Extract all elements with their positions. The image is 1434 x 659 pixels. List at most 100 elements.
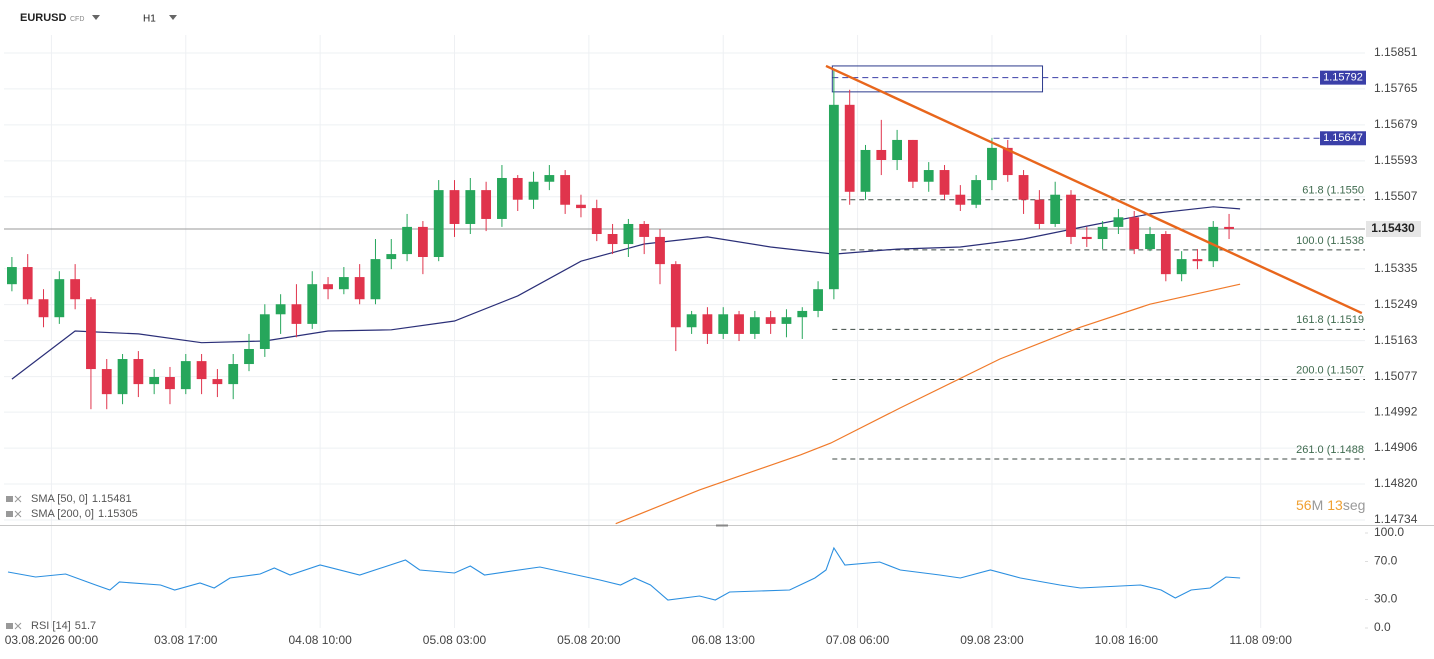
candle-body (813, 289, 823, 311)
x-tick-label: 11.08 09:00 (1229, 633, 1292, 647)
candle-body (639, 223, 650, 237)
instrument-type: CFD (70, 16, 84, 23)
y-tick-label: 1.14734 (1374, 512, 1418, 526)
candle-body (481, 190, 492, 219)
candle-body (655, 236, 665, 265)
candle-body (1050, 194, 1061, 224)
candle-body (892, 139, 903, 161)
rsi-tick-label: 30.0 (1374, 592, 1398, 606)
candle-body (939, 170, 950, 195)
x-tick-label: 09.08 23:00 (960, 633, 1024, 647)
candle-body (323, 284, 333, 290)
y-tick-label: 1.15851 (1374, 45, 1418, 59)
candle-body (497, 177, 507, 219)
symbol-dropdown[interactable] (92, 15, 100, 20)
countdown-unit: M (1312, 497, 1324, 513)
candle-body (402, 226, 412, 255)
candle-body (417, 226, 428, 258)
y-tick-label: 1.15249 (1374, 297, 1418, 311)
candle-body (718, 314, 729, 334)
y-tick-label: 1.15077 (1374, 369, 1418, 383)
candle-body (797, 310, 808, 318)
x-tick-label: 10.08 16:00 (1095, 633, 1159, 647)
timeframe-dropdown[interactable] (169, 15, 177, 20)
candle-body (1224, 226, 1234, 229)
candle-body (7, 267, 17, 285)
rsi-line (7, 546, 1241, 601)
fib-level-label: 200.0 (1.1507 (1296, 364, 1364, 376)
candle-body (307, 284, 318, 324)
candle-body (1145, 234, 1155, 250)
candle-body (196, 361, 207, 380)
legend-name: SMA [50, 0] (31, 493, 88, 505)
candle-body (528, 181, 539, 200)
candle-body (370, 259, 381, 300)
last-price-tag (1366, 220, 1421, 237)
y-tick-label: 1.14992 (1374, 404, 1418, 418)
y-tick-label: 1.15335 (1374, 261, 1418, 275)
candle-body (275, 304, 286, 315)
x-tick-label: 04.08 10:00 (288, 633, 352, 647)
candle-body (338, 277, 349, 290)
candle-body (1129, 217, 1140, 250)
legend-toggle[interactable] (6, 623, 13, 629)
candle-body (228, 364, 239, 385)
rsi-panel (7, 532, 1368, 629)
candle-body (1192, 259, 1203, 262)
candle-body (876, 149, 887, 161)
candle-body (828, 104, 839, 290)
fib-level-label: 100.0 (1.1538 (1296, 235, 1364, 247)
legend-toggle[interactable] (6, 496, 13, 502)
drawn-rectangle (831, 65, 1044, 93)
symbol[interactable]: EURUSD (20, 12, 67, 24)
y-tick-label: 1.15507 (1374, 189, 1418, 203)
y-tick-label: 1.15679 (1374, 117, 1418, 131)
timeframe[interactable]: H1 (143, 14, 156, 25)
candle-body (449, 190, 460, 224)
countdown-unit: seg (1343, 497, 1366, 513)
candle-body (512, 177, 523, 200)
candle-countdown: 56M 13seg (1296, 497, 1365, 513)
legend-remove[interactable] (14, 495, 22, 503)
y-tick-label: 1.15765 (1374, 81, 1418, 95)
candle-body (212, 379, 223, 385)
candle-body (686, 314, 697, 328)
candle-body (259, 314, 270, 349)
countdown-minutes: 56 (1296, 497, 1312, 513)
candle-body (1097, 226, 1108, 240)
trendline (825, 64, 1363, 315)
candle-body (908, 139, 918, 182)
rsi-tick-label: 0.0 (1374, 620, 1391, 634)
legend-icons (6, 495, 22, 630)
legend-remove[interactable] (14, 622, 22, 630)
candle-body (133, 359, 144, 385)
candle-body (244, 348, 254, 365)
candle-body (1113, 217, 1124, 227)
x-tick-label: 05.08 20:00 (557, 633, 621, 647)
legend-remove[interactable] (14, 510, 22, 518)
y-tick-label: 1.15163 (1374, 333, 1418, 347)
candle-body (54, 279, 65, 318)
fib-level-label: 61.8 (1.1550 (1302, 185, 1364, 197)
legend-toggle[interactable] (6, 511, 13, 517)
fib-level-label: 261.0 (1.1488 (1296, 444, 1364, 456)
y-tick-label: 1.14820 (1374, 476, 1418, 490)
y-tick-label: 1.14906 (1374, 440, 1418, 454)
candle-body (386, 254, 397, 260)
sma-line (615, 283, 1241, 525)
x-tick-label: 03.08.2026 00:00 (5, 633, 99, 647)
fib-level-label: 161.8 (1.1519 (1296, 314, 1364, 326)
candle-body (544, 175, 555, 182)
candle-body (433, 190, 444, 258)
rsi-tick-label: 100.0 (1374, 525, 1404, 539)
candle-body (101, 369, 112, 395)
candle-body (149, 376, 160, 385)
candle-body (670, 264, 681, 328)
candle-body (1160, 234, 1171, 275)
y-tick-label: 1.15593 (1374, 153, 1418, 167)
candle-body (180, 361, 191, 390)
candle-body (860, 149, 871, 192)
candle-body (560, 175, 571, 205)
